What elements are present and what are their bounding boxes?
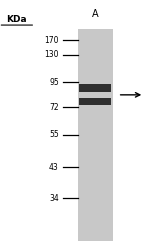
Text: 95: 95 <box>49 78 59 87</box>
Text: 130: 130 <box>44 50 59 59</box>
Text: 43: 43 <box>49 163 59 172</box>
Text: 170: 170 <box>44 36 59 45</box>
Text: A: A <box>92 9 99 19</box>
Bar <box>78 29 113 241</box>
Text: 34: 34 <box>49 194 59 203</box>
Bar <box>79 98 111 105</box>
Text: 72: 72 <box>49 103 59 112</box>
Text: 55: 55 <box>49 130 59 139</box>
Bar <box>79 84 111 92</box>
Text: KDa: KDa <box>6 15 26 24</box>
